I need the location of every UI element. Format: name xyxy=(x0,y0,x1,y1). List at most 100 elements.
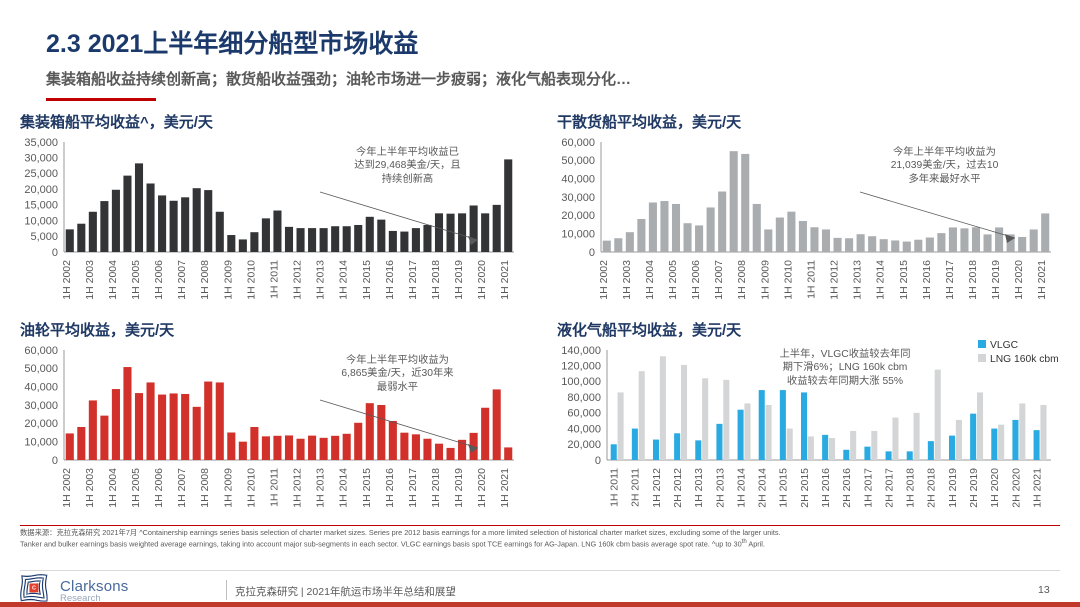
svg-text:1H 2021: 1H 2021 xyxy=(499,260,511,300)
svg-text:1H 2014: 1H 2014 xyxy=(338,260,350,300)
svg-text:2H 2020: 2H 2020 xyxy=(1010,468,1022,508)
svg-text:C: C xyxy=(32,586,36,592)
svg-text:1H 2017: 1H 2017 xyxy=(407,468,419,508)
svg-text:25,000: 25,000 xyxy=(24,168,58,180)
svg-text:1H 2019: 1H 2019 xyxy=(453,260,465,300)
svg-text:1H 2014: 1H 2014 xyxy=(735,468,747,508)
svg-text:1H 2007: 1H 2007 xyxy=(713,260,725,300)
svg-text:30,000: 30,000 xyxy=(24,400,58,412)
svg-text:2H 2015: 2H 2015 xyxy=(799,468,811,508)
svg-text:1H 2004: 1H 2004 xyxy=(107,468,119,508)
svg-text:1H 2002: 1H 2002 xyxy=(598,260,610,300)
svg-text:1H 2018: 1H 2018 xyxy=(430,260,442,300)
svg-text:1H 2016: 1H 2016 xyxy=(384,468,396,508)
svg-text:0: 0 xyxy=(52,455,58,467)
svg-text:1H 2004: 1H 2004 xyxy=(107,260,119,300)
svg-text:2H 2012: 2H 2012 xyxy=(672,468,684,508)
svg-text:1H 2017: 1H 2017 xyxy=(407,260,419,300)
svg-text:120,000: 120,000 xyxy=(561,361,601,373)
svg-text:1H 2016: 1H 2016 xyxy=(921,260,933,300)
svg-text:1H 2008: 1H 2008 xyxy=(736,260,748,300)
svg-text:1H 2019: 1H 2019 xyxy=(453,468,465,508)
svg-text:50,000: 50,000 xyxy=(24,363,58,375)
svg-text:1H 2020: 1H 2020 xyxy=(1013,260,1025,300)
svg-text:1H 2017: 1H 2017 xyxy=(944,260,956,300)
svg-text:1H 2008: 1H 2008 xyxy=(199,468,211,508)
svg-text:1H 2006: 1H 2006 xyxy=(690,260,702,300)
svg-text:1H 2005: 1H 2005 xyxy=(130,260,142,300)
svg-text:1H 2012: 1H 2012 xyxy=(292,260,304,300)
svg-text:40,000: 40,000 xyxy=(24,381,58,393)
svg-text:1H 2021: 1H 2021 xyxy=(1031,468,1043,508)
svg-text:1H 2020: 1H 2020 xyxy=(989,468,1001,508)
svg-text:1H 2011: 1H 2011 xyxy=(609,468,621,507)
svg-text:1H 2013: 1H 2013 xyxy=(693,468,705,508)
svg-text:2H 2013: 2H 2013 xyxy=(714,468,726,508)
svg-text:1H 2019: 1H 2019 xyxy=(990,260,1002,300)
svg-text:1H 2012: 1H 2012 xyxy=(651,468,663,508)
svg-text:1H 2019: 1H 2019 xyxy=(947,468,959,508)
svg-text:1H 2015: 1H 2015 xyxy=(361,260,373,300)
svg-text:1H 2014: 1H 2014 xyxy=(338,468,350,508)
svg-text:1H 2013: 1H 2013 xyxy=(315,260,327,300)
svg-text:60,000: 60,000 xyxy=(561,137,595,149)
svg-text:1H 2010: 1H 2010 xyxy=(245,468,257,508)
svg-text:1H 2016: 1H 2016 xyxy=(820,468,832,508)
svg-text:1H 2018: 1H 2018 xyxy=(967,260,979,300)
svg-text:1H 2006: 1H 2006 xyxy=(153,260,165,300)
svg-text:1H 2009: 1H 2009 xyxy=(759,260,771,300)
svg-text:1H 2005: 1H 2005 xyxy=(667,260,679,300)
svg-text:1H 2018: 1H 2018 xyxy=(430,468,442,508)
svg-text:10,000: 10,000 xyxy=(24,215,58,227)
svg-text:1H 2011: 1H 2011 xyxy=(268,260,280,299)
svg-text:60,000: 60,000 xyxy=(24,345,58,357)
svg-text:50,000: 50,000 xyxy=(561,155,595,167)
svg-text:15,000: 15,000 xyxy=(24,200,58,212)
svg-text:1H 2012: 1H 2012 xyxy=(829,260,841,300)
svg-text:2H 2016: 2H 2016 xyxy=(841,468,853,508)
svg-text:1H 2012: 1H 2012 xyxy=(292,468,304,508)
svg-text:0: 0 xyxy=(52,247,58,259)
svg-text:2H 2014: 2H 2014 xyxy=(757,468,769,508)
svg-text:1H 2005: 1H 2005 xyxy=(130,468,142,508)
svg-text:1H 2021: 1H 2021 xyxy=(1036,260,1048,300)
svg-text:60,000: 60,000 xyxy=(567,408,601,420)
svg-text:1H 2015: 1H 2015 xyxy=(361,468,373,508)
svg-text:1H 2006: 1H 2006 xyxy=(153,468,165,508)
svg-text:2H 2017: 2H 2017 xyxy=(883,468,895,508)
svg-text:5,000: 5,000 xyxy=(30,231,58,243)
svg-text:2H 2011: 2H 2011 xyxy=(630,468,642,507)
svg-text:1H 2007: 1H 2007 xyxy=(176,260,188,300)
svg-text:2H 2018: 2H 2018 xyxy=(926,468,938,508)
svg-text:0: 0 xyxy=(595,455,601,467)
svg-text:1H 2009: 1H 2009 xyxy=(222,260,234,300)
svg-text:2H 2019: 2H 2019 xyxy=(968,468,980,508)
svg-text:40,000: 40,000 xyxy=(567,423,601,435)
svg-text:1H 2010: 1H 2010 xyxy=(782,260,794,300)
svg-text:0: 0 xyxy=(589,247,595,259)
svg-text:1H 2004: 1H 2004 xyxy=(644,260,656,300)
svg-text:10,000: 10,000 xyxy=(24,436,58,448)
svg-text:1H 2014: 1H 2014 xyxy=(875,260,887,300)
svg-text:1H 2011: 1H 2011 xyxy=(805,260,817,299)
svg-text:1H 2016: 1H 2016 xyxy=(384,260,396,300)
svg-text:1H 2020: 1H 2020 xyxy=(476,468,488,508)
svg-text:20,000: 20,000 xyxy=(567,439,601,451)
svg-text:1H 2013: 1H 2013 xyxy=(852,260,864,300)
svg-text:35,000: 35,000 xyxy=(24,137,58,149)
svg-text:1H 2021: 1H 2021 xyxy=(499,468,511,508)
svg-text:30,000: 30,000 xyxy=(561,192,595,204)
svg-text:1H 2018: 1H 2018 xyxy=(905,468,917,508)
svg-text:100,000: 100,000 xyxy=(561,376,601,388)
svg-text:40,000: 40,000 xyxy=(561,173,595,185)
svg-text:1H 2002: 1H 2002 xyxy=(61,260,73,300)
svg-text:30,000: 30,000 xyxy=(24,153,58,165)
svg-text:1H 2003: 1H 2003 xyxy=(84,260,96,300)
svg-text:20,000: 20,000 xyxy=(561,210,595,222)
svg-text:1H 2002: 1H 2002 xyxy=(61,468,73,508)
svg-text:1H 2008: 1H 2008 xyxy=(199,260,211,300)
svg-text:1H 2003: 1H 2003 xyxy=(84,468,96,508)
svg-text:140,000: 140,000 xyxy=(561,345,601,357)
svg-text:1H 2020: 1H 2020 xyxy=(476,260,488,300)
svg-text:1H 2013: 1H 2013 xyxy=(315,468,327,508)
